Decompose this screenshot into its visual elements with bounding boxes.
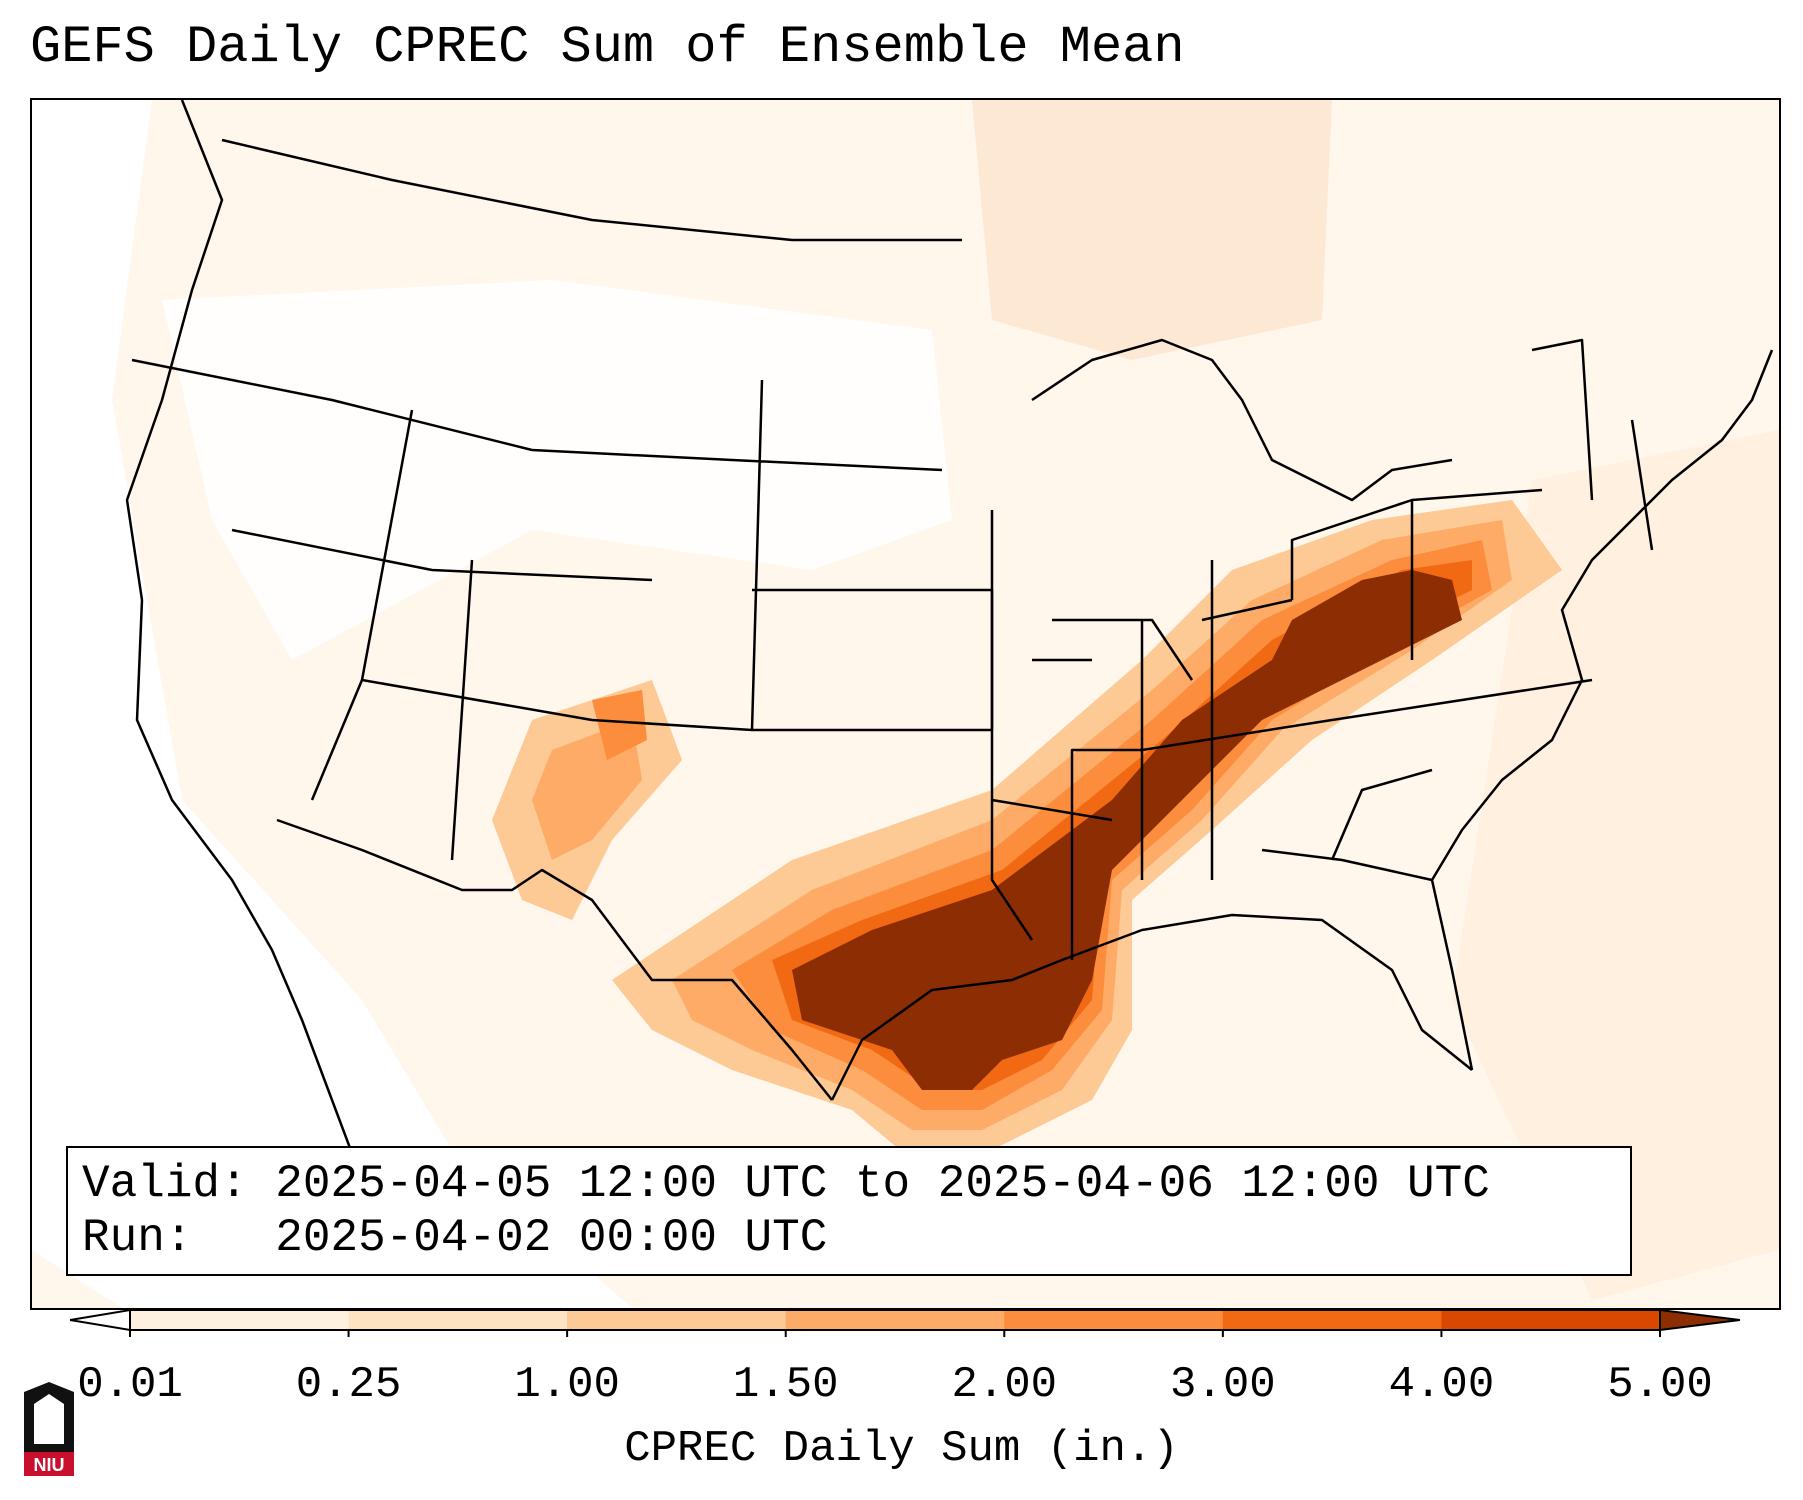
dry-region-north [162, 280, 952, 660]
colorbar-tick-label: 1.50 [732, 1360, 839, 1410]
dry-region-west [32, 100, 632, 1308]
run-value: 2025-04-02 00:00 UTC [275, 1212, 828, 1264]
great-lakes [1031, 338, 1453, 502]
light-band-atlantic [1452, 430, 1779, 1300]
valid-line: Valid: 2025-04-05 12:00 UTC to 2025-04-0… [82, 1158, 1490, 1210]
colorbar-tick-label: 3.00 [1170, 1360, 1276, 1410]
colorbar-extend-high [1659, 1308, 1740, 1332]
border-canada [221, 138, 962, 242]
valid-label: Valid: [82, 1158, 248, 1210]
precip-band-colorado [492, 680, 682, 920]
border-mexico [276, 818, 833, 1101]
colorbar-ticks [129, 1330, 1661, 1337]
colorbar-segment [1441, 1310, 1661, 1330]
colorbar-label: CPREC Daily Sum (in.) [624, 1424, 1179, 1474]
map-panel [30, 98, 1781, 1310]
colorbar-tick-label: 0.01 [77, 1360, 183, 1410]
logo-text: NIU [34, 1455, 65, 1475]
state-lines-west [131, 358, 994, 861]
colorbar-segment [567, 1310, 787, 1330]
info-box: Valid: 2025-04-05 12:00 UTC to 2025-04-0… [66, 1146, 1632, 1276]
precip-map [32, 100, 1779, 1308]
boundaries [125, 100, 1774, 1181]
colorbar-outline [129, 1309, 1661, 1331]
coastline-atlantic [1430, 349, 1774, 1071]
run-line: Run: 2025-04-02 00:00 UTC [82, 1212, 827, 1264]
logo-band [24, 1452, 74, 1476]
niu-logo: NIU [24, 1382, 74, 1476]
precip-band-core [792, 570, 1462, 1090]
state-lines-east [1141, 338, 1654, 882]
logo-roof [34, 1394, 64, 1404]
colorbar-extend-low [70, 1308, 131, 1332]
coastline-gulf [830, 913, 1473, 1101]
colorbar-segment [1222, 1310, 1442, 1330]
light-band-canada [972, 100, 1332, 360]
map-title: GEFS Daily CPREC Sum of Ensemble Mean [30, 18, 1185, 77]
valid-value: 2025-04-05 12:00 UTC to 2025-04-06 12:00… [275, 1158, 1490, 1210]
colorbar-segments [70, 1308, 1740, 1332]
colorbar-tick-label: 2.00 [951, 1360, 1058, 1410]
coastline-pacific [125, 100, 364, 1181]
colorbar-tick-label: 0.25 [295, 1360, 402, 1410]
colorbar-segment [1004, 1310, 1224, 1330]
colorbar [70, 1308, 1740, 1337]
colorbar-segment [348, 1310, 568, 1330]
colorbar-segment [785, 1310, 1005, 1330]
run-label: Run: [82, 1212, 193, 1264]
colorbar-tick-label: 4.00 [1388, 1360, 1495, 1410]
colorbar-tick-label: 1.00 [514, 1360, 620, 1410]
logo-building [34, 1404, 64, 1444]
colorbar-tick-label: 5.00 [1607, 1360, 1713, 1410]
colorbar-segment [130, 1310, 350, 1330]
